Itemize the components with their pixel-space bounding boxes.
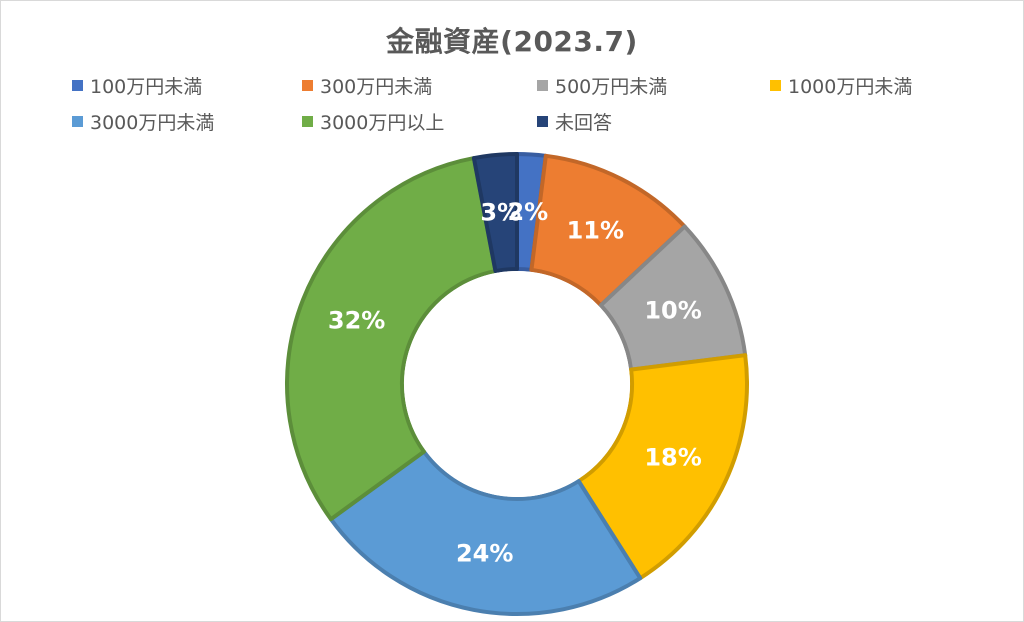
data-label-6: 32% bbox=[328, 306, 385, 334]
legend-swatch bbox=[72, 115, 83, 127]
legend-item-5: 3000万円未満 bbox=[72, 108, 214, 134]
legend-swatch bbox=[72, 79, 83, 91]
legend-item-4: 1000万円未満 bbox=[770, 72, 912, 98]
legend-label: 1000万円未満 bbox=[788, 75, 913, 98]
legend-label: 100万円未満 bbox=[90, 75, 203, 98]
legend-label: 3000万円以上 bbox=[320, 111, 445, 134]
donut-slice-7 bbox=[471, 152, 519, 274]
legend-label: 3000万円未満 bbox=[90, 111, 215, 134]
legend: 100万円未満 300万円未満 500万円未満 1000万円未満 3000万円未… bbox=[0, 72, 1024, 142]
legend-item-6: 3000万円以上 bbox=[302, 108, 444, 134]
data-label-1: 2% bbox=[507, 198, 548, 226]
legend-item-1: 100万円未満 bbox=[72, 72, 202, 98]
legend-swatch bbox=[770, 79, 781, 91]
legend-label: 500万円未満 bbox=[555, 75, 668, 98]
donut-slice-5 bbox=[328, 449, 643, 616]
donut-hole bbox=[404, 271, 630, 497]
data-label-2: 11% bbox=[567, 216, 624, 244]
chart-title: 金融資産(2023.7) bbox=[386, 25, 638, 58]
legend-swatch bbox=[302, 79, 313, 91]
data-label-3: 10% bbox=[644, 297, 701, 325]
data-label-4: 18% bbox=[644, 443, 701, 471]
legend-swatch bbox=[537, 115, 548, 127]
donut-slice-4 bbox=[576, 353, 749, 581]
legend-label: 300万円未満 bbox=[320, 75, 433, 98]
legend-item-7: 未回答 bbox=[537, 108, 612, 134]
data-label-5: 24% bbox=[456, 539, 513, 567]
donut-slice-6 bbox=[285, 156, 498, 522]
legend-item-2: 300万円未満 bbox=[302, 72, 432, 98]
legend-swatch bbox=[537, 79, 548, 91]
legend-item-3: 500万円未満 bbox=[537, 72, 667, 98]
legend-swatch bbox=[302, 115, 313, 127]
data-label-7: 3% bbox=[480, 198, 521, 226]
legend-label: 未回答 bbox=[555, 111, 613, 134]
